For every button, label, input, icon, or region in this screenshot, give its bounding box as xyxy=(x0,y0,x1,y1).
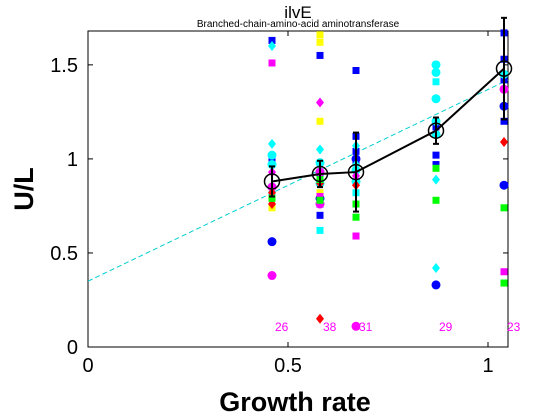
data-point-square xyxy=(317,227,324,234)
data-point-circle xyxy=(268,237,277,246)
plot-area xyxy=(88,31,508,347)
x-tick-label: 0 xyxy=(82,355,93,377)
data-point-circle xyxy=(432,280,441,289)
data-point-circle xyxy=(268,151,277,160)
y-tick-label: 1 xyxy=(67,149,78,171)
x-tick-label: 0.5 xyxy=(274,355,302,377)
chart-subtitle: Branched-chain-amino-acid aminotransfera… xyxy=(197,19,400,30)
data-point-square xyxy=(433,165,440,172)
data-point-square xyxy=(353,214,360,221)
x-axis-label: Growth rate xyxy=(219,387,371,417)
data-point-square xyxy=(353,67,360,74)
y-tick-label: 1.5 xyxy=(50,55,78,77)
data-point-square xyxy=(317,197,324,204)
data-point-circle xyxy=(432,68,441,77)
data-point-square xyxy=(317,39,324,46)
y-tick-label: 0.5 xyxy=(50,243,78,265)
data-point-square xyxy=(433,197,440,204)
count-label: 31 xyxy=(359,320,373,334)
data-point-circle xyxy=(268,271,277,280)
data-point-square xyxy=(317,31,324,38)
data-point-square xyxy=(501,268,508,275)
data-point-square xyxy=(501,280,508,287)
count-label: 29 xyxy=(439,320,453,334)
y-axis-label: U/L xyxy=(9,167,39,211)
y-tick-label: 0 xyxy=(67,337,78,359)
data-point-square xyxy=(317,52,324,59)
x-tick-label: 1 xyxy=(482,355,493,377)
count-label: 38 xyxy=(323,320,337,334)
count-label: 26 xyxy=(275,320,289,334)
data-point-square xyxy=(433,152,440,159)
data-point-square xyxy=(269,59,276,66)
data-point-square xyxy=(317,118,324,125)
data-point-circle xyxy=(500,181,509,190)
data-point-square xyxy=(353,233,360,240)
count-label: 23 xyxy=(507,320,521,334)
data-point-square xyxy=(433,78,440,85)
data-point-circle xyxy=(432,94,441,103)
data-point-square xyxy=(501,204,508,211)
data-point-square xyxy=(317,212,324,219)
